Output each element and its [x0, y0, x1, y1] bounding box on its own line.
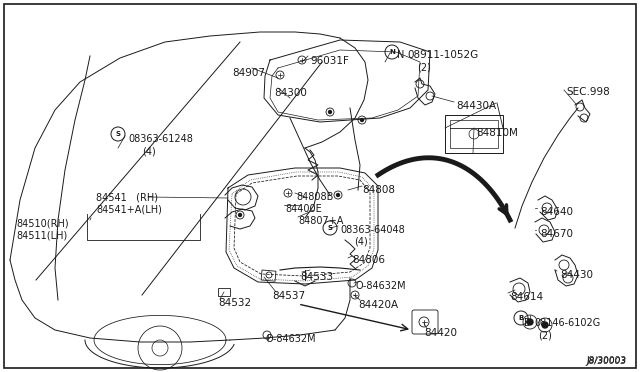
Text: B: B: [524, 318, 531, 328]
Text: J8/30003: J8/30003: [586, 357, 626, 366]
Text: 84907: 84907: [232, 68, 265, 78]
Text: 84532: 84532: [218, 298, 251, 308]
Text: 96031F: 96031F: [310, 56, 349, 66]
Text: 84537: 84537: [272, 291, 305, 301]
Text: 84614: 84614: [510, 292, 543, 302]
Text: 84420A: 84420A: [358, 300, 398, 310]
Bar: [261, 270, 276, 281]
Text: 08363-64048: 08363-64048: [340, 225, 404, 235]
Text: SEC.998: SEC.998: [566, 87, 610, 97]
Text: O-84632M: O-84632M: [356, 281, 406, 291]
Text: (2): (2): [417, 62, 431, 72]
Text: 84511(LH): 84511(LH): [16, 230, 67, 240]
Circle shape: [360, 119, 364, 122]
Text: 84807+A: 84807+A: [298, 216, 344, 226]
Text: 84430A: 84430A: [456, 101, 496, 111]
Text: 08363-61248: 08363-61248: [128, 134, 193, 144]
Bar: [450, 120, 498, 148]
Circle shape: [239, 214, 241, 217]
Text: O-84632M: O-84632M: [266, 334, 317, 344]
Text: 84640: 84640: [540, 207, 573, 217]
Bar: [445, 115, 503, 153]
Text: B: B: [518, 315, 524, 321]
Circle shape: [337, 193, 339, 196]
Text: N: N: [389, 49, 395, 55]
Circle shape: [542, 322, 548, 328]
Text: 84400E: 84400E: [285, 204, 322, 214]
Text: N: N: [397, 50, 404, 60]
Text: 84810M: 84810M: [476, 128, 518, 138]
Text: 84510(RH): 84510(RH): [16, 218, 68, 228]
Text: 84541   (RH): 84541 (RH): [96, 193, 158, 203]
Text: 84808B: 84808B: [296, 192, 333, 202]
Circle shape: [527, 319, 533, 325]
Text: 84420: 84420: [424, 328, 457, 338]
Text: (2): (2): [538, 330, 552, 340]
Text: S: S: [328, 225, 333, 231]
Text: 84806: 84806: [352, 255, 385, 265]
Text: 08911-1052G: 08911-1052G: [407, 50, 478, 60]
Text: 84533: 84533: [300, 272, 333, 282]
Bar: [218, 288, 230, 296]
Text: (4): (4): [354, 237, 368, 247]
Text: 84541+A(LH): 84541+A(LH): [96, 205, 162, 215]
Text: 08146-6102G: 08146-6102G: [534, 318, 600, 328]
Text: 84300: 84300: [274, 88, 307, 98]
Text: S: S: [115, 131, 120, 137]
Text: 84808: 84808: [362, 185, 395, 195]
Text: 84430: 84430: [560, 270, 593, 280]
Text: J8/30003: J8/30003: [586, 356, 626, 365]
Text: 84670: 84670: [540, 229, 573, 239]
Text: (4): (4): [142, 146, 156, 156]
Circle shape: [328, 110, 332, 113]
